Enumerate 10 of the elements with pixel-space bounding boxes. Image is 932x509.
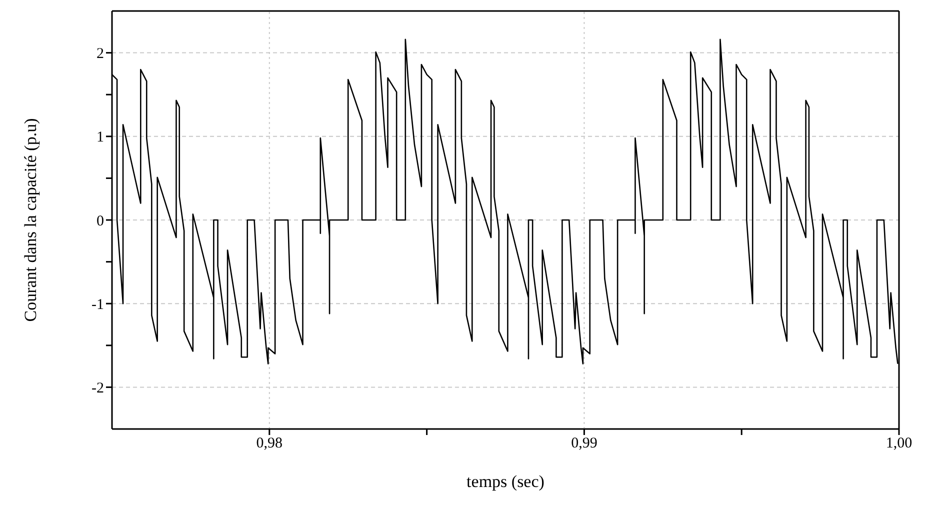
y-tick-label: 0	[96, 213, 104, 230]
y-tick-label: 2	[96, 46, 104, 62]
y-tick-label: -1	[92, 296, 104, 313]
x-tick-label: 0,98	[256, 436, 283, 452]
x-tick-label: 1,00	[886, 436, 912, 452]
y-axis-title: Courant dans la capacité (p.u)	[21, 118, 40, 322]
x-tick-label: 0,99	[571, 436, 598, 452]
y-tick-label: 1	[96, 130, 104, 146]
x-axis-title: temps (sec)	[466, 472, 544, 491]
y-tick-label: -2	[92, 380, 104, 397]
